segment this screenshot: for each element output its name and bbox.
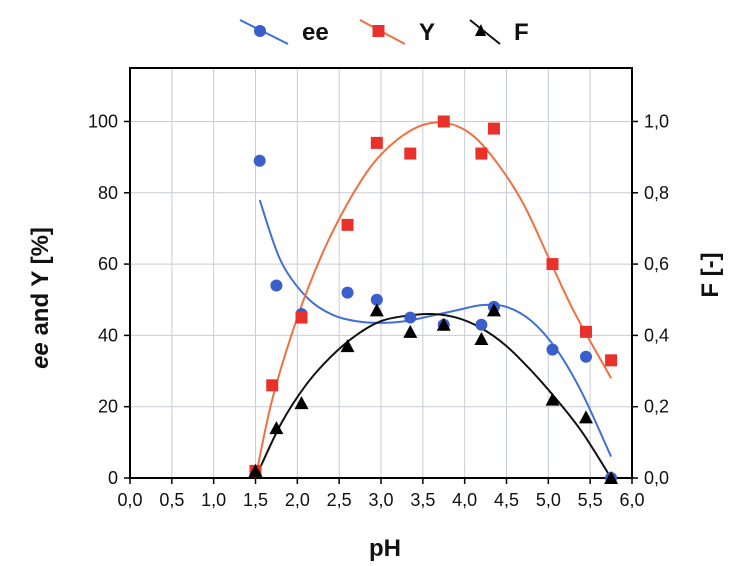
- x-axis-title: pH: [369, 535, 401, 562]
- y-left-tick-labels: 0 20 40 60 80 100: [88, 111, 130, 488]
- x-tick-label: 4,0: [452, 490, 477, 510]
- data-point-f: [578, 410, 593, 424]
- y-left-tick-label: 40: [98, 325, 118, 345]
- legend: ee Y F: [239, 19, 529, 46]
- data-point-f: [486, 303, 501, 317]
- data-points: [248, 115, 619, 484]
- data-point-y: [487, 122, 500, 135]
- y-right-tick-label: 0,2: [644, 397, 669, 417]
- data-point-ee: [270, 279, 283, 292]
- y-left-axis-title-italic: ee: [27, 342, 54, 369]
- x-tick-label: 1,5: [243, 490, 268, 510]
- data-point-y: [579, 325, 592, 338]
- data-point-ee: [404, 311, 417, 324]
- y-left-tick-label: 20: [98, 397, 118, 417]
- x-tick-label: 3,5: [410, 490, 435, 510]
- legend-marker: [475, 24, 486, 36]
- legend-line: [469, 19, 501, 45]
- data-point-y: [437, 115, 450, 128]
- x-tick-label: 2,0: [285, 490, 310, 510]
- legend-item-f: F: [469, 19, 529, 46]
- data-point-y: [475, 147, 488, 160]
- y-right-tick-label: 0,4: [644, 325, 669, 345]
- legend-marker: [254, 25, 266, 37]
- x-tick-label: 2,5: [327, 490, 352, 510]
- x-tick-label: 1,0: [201, 490, 226, 510]
- data-point-y: [295, 311, 308, 324]
- data-point-f: [604, 471, 619, 484]
- fit-curve-ee: [258, 199, 613, 458]
- data-point-f: [369, 303, 384, 317]
- y-right-tick-label: 0,0: [644, 468, 669, 488]
- legend-label: ee: [302, 19, 329, 46]
- data-point-y: [546, 258, 559, 271]
- x-tick-labels: 0,0 0,5 1,0 1,5 2,0 2,5 3,0 3,5 4,0 4,5 5,0 5,5 6,0: [117, 478, 645, 510]
- y-left-tick-label: 100: [88, 111, 118, 131]
- data-point-y: [404, 147, 417, 160]
- data-point-y: [266, 379, 279, 392]
- legend-item-ee: ee: [239, 19, 329, 46]
- data-point-y: [341, 218, 354, 231]
- x-tick-label: 3,0: [368, 490, 393, 510]
- data-point-f: [403, 324, 418, 338]
- data-point-f: [436, 317, 451, 331]
- data-point-y: [605, 354, 618, 367]
- data-point-f: [248, 463, 263, 477]
- y-right-axis-title: F [-]: [697, 252, 724, 297]
- data-point-y: [370, 136, 383, 149]
- fit-curve-f: [254, 312, 612, 479]
- x-tick-label: 5,5: [578, 490, 603, 510]
- y-right-tick-label: 0,8: [644, 183, 669, 203]
- data-point-ee: [370, 293, 383, 306]
- x-tick-label: 5,0: [536, 490, 561, 510]
- data-point-f: [474, 331, 489, 345]
- y-right-tick-label: 0,6: [644, 254, 669, 274]
- x-tick-label: 4,5: [494, 490, 519, 510]
- y-right-tick-label: 1,0: [644, 111, 669, 131]
- legend-label: F: [514, 19, 529, 46]
- data-point-ee: [341, 286, 354, 299]
- y-left-axis-title: ee and Y [%]: [27, 227, 54, 369]
- data-point-f: [294, 396, 309, 410]
- y-left-tick-label: 60: [98, 254, 118, 274]
- legend-label: Y: [419, 19, 435, 46]
- x-tick-label: 6,0: [619, 490, 644, 510]
- data-point-ee: [475, 318, 488, 331]
- y-left-tick-label: 80: [98, 183, 118, 203]
- data-point-f: [269, 421, 284, 435]
- x-tick-label: 0,5: [159, 490, 184, 510]
- y-left-axis-title-rest: and Y [%]: [27, 227, 54, 342]
- data-point-ee: [253, 154, 266, 167]
- legend-item-y: Y: [359, 19, 435, 46]
- data-point-ee: [546, 343, 559, 356]
- data-point-f: [545, 392, 560, 406]
- x-tick-label: 0,0: [117, 490, 142, 510]
- y-left-tick-label: 0: [108, 468, 118, 488]
- y-right-tick-labels: 0,0 0,2 0,4 0,6 0,8 1,0: [632, 111, 669, 488]
- data-point-ee: [579, 350, 592, 363]
- data-point-f: [340, 339, 355, 353]
- legend-marker: [372, 25, 385, 37]
